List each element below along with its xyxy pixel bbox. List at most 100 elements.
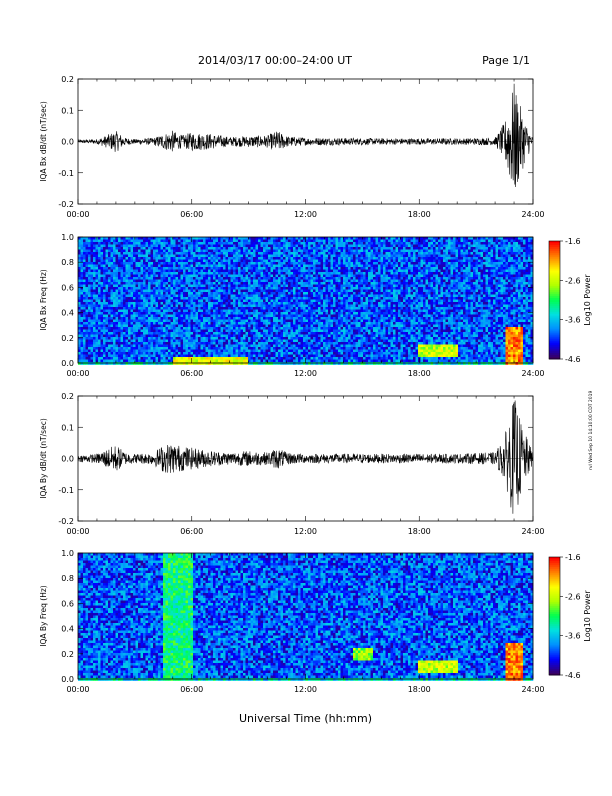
- spectrogram-cell: [263, 295, 266, 298]
- spectrogram-cell: [148, 292, 151, 295]
- spectrogram-cell: [93, 255, 96, 258]
- spectrogram-cell: [251, 282, 254, 285]
- spectrogram-cell: [163, 277, 166, 280]
- spectrogram-cell: [161, 237, 164, 240]
- spectrogram-cell: [173, 267, 176, 270]
- spectrogram-cell: [396, 300, 399, 303]
- spectrogram-cell: [341, 302, 344, 305]
- spectrogram-cell: [101, 250, 104, 253]
- spectrogram-cell: [368, 297, 371, 300]
- spectrogram-cell: [138, 265, 141, 268]
- spectrogram-cell: [126, 247, 129, 250]
- spectrogram-cell: [253, 287, 256, 290]
- spectrogram-cell: [501, 260, 504, 263]
- spectrogram-cell: [108, 240, 111, 243]
- spectrogram-cell: [423, 302, 426, 305]
- spectrogram-cell: [118, 290, 121, 293]
- spectrogram-cell: [176, 297, 179, 300]
- spectrogram-cell: [438, 302, 441, 305]
- spectrogram-cell: [356, 267, 359, 270]
- spectrogram-cell: [361, 290, 364, 293]
- spectrogram-cell: [213, 275, 216, 278]
- spectrogram-cell: [301, 245, 304, 248]
- spectrogram-cell: [171, 267, 174, 270]
- spectrogram-cell: [148, 272, 151, 275]
- spectrogram-cell: [293, 237, 296, 240]
- spectrogram-cell: [383, 242, 386, 245]
- spectrogram-cell: [181, 275, 184, 278]
- spectrogram-cell: [428, 260, 431, 263]
- spectrogram-cell: [93, 272, 96, 275]
- spectrogram-cell: [358, 260, 361, 263]
- spectrogram-cell: [261, 257, 264, 260]
- spectrogram-cell: [113, 262, 116, 265]
- spectrogram-cell: [126, 240, 129, 243]
- spectrogram-cell: [496, 252, 499, 255]
- spectrogram-cell: [443, 280, 446, 283]
- spectrogram-cell: [341, 237, 344, 240]
- spectrogram-cell: [378, 242, 381, 245]
- spectrogram-cell: [148, 262, 151, 265]
- spectrogram-cell: [508, 257, 511, 260]
- spectrogram-cell: [211, 295, 214, 298]
- spectrogram-cell: [91, 287, 94, 290]
- spectrogram-cell: [196, 265, 199, 268]
- spectrogram-cell: [148, 277, 151, 280]
- spectrogram-cell: [198, 302, 201, 305]
- spectrogram-cell: [501, 265, 504, 268]
- spectrogram-cell: [83, 300, 86, 303]
- spectrogram-cell: [86, 240, 89, 243]
- spectrogram-cell: [453, 290, 456, 293]
- spectrogram-cell: [333, 277, 336, 280]
- spectrogram-cell: [258, 260, 261, 263]
- spectrogram-cell: [196, 287, 199, 290]
- spectrogram-cell: [488, 240, 491, 243]
- spectrogram-cell: [356, 287, 359, 290]
- spectrogram-cell: [171, 295, 174, 298]
- spectrogram-cell: [231, 277, 234, 280]
- spectrogram-cell: [351, 280, 354, 283]
- spectrogram-cell: [501, 287, 504, 290]
- spectrogram-cell: [203, 267, 206, 270]
- spectrogram-cell: [368, 300, 371, 303]
- spectrogram-cell: [253, 260, 256, 263]
- spectrogram-cell: [463, 245, 466, 248]
- spectrogram-cell: [381, 270, 384, 273]
- spectrogram-cell: [463, 275, 466, 278]
- spectrogram-cell: [233, 250, 236, 253]
- spectrogram-cell: [178, 257, 181, 260]
- spectrogram-cell: [388, 245, 391, 248]
- spectrogram-cell: [473, 270, 476, 273]
- spectrogram-cell: [458, 267, 461, 270]
- spectrogram-cell: [193, 290, 196, 293]
- spectrogram-cell: [328, 272, 331, 275]
- spectrogram-cell: [483, 275, 486, 278]
- spectrogram-cell: [383, 255, 386, 258]
- spectrogram-cell: [306, 240, 309, 243]
- spectrogram-cell: [526, 280, 529, 283]
- spectrogram-cell: [188, 250, 191, 253]
- spectrogram-cell: [183, 267, 186, 270]
- spectrogram-cell: [516, 250, 519, 253]
- spectrogram-cell: [116, 270, 119, 273]
- spectrogram-cell: [183, 290, 186, 293]
- spectrogram-cell: [173, 285, 176, 288]
- spectrogram-cell: [466, 295, 469, 298]
- spectrogram-cell: [453, 255, 456, 258]
- spectrogram-cell: [393, 292, 396, 295]
- spectrogram-cell: [226, 247, 229, 250]
- spectrogram-cell: [163, 275, 166, 278]
- spectrogram-cell: [406, 275, 409, 278]
- spectrogram-cell: [228, 277, 231, 280]
- spectrogram-cell: [461, 242, 464, 245]
- spectrogram-cell: [493, 255, 496, 258]
- spectrogram-cell: [218, 257, 221, 260]
- spectrogram-cell: [248, 277, 251, 280]
- spectrogram-cell: [416, 297, 419, 300]
- spectrogram-cell: [261, 280, 264, 283]
- spectrogram-cell: [141, 242, 144, 245]
- spectrogram-cell: [286, 300, 289, 303]
- spectrogram-cell: [251, 280, 254, 283]
- spectrogram-cell: [493, 252, 496, 255]
- spectrogram-cell: [241, 272, 244, 275]
